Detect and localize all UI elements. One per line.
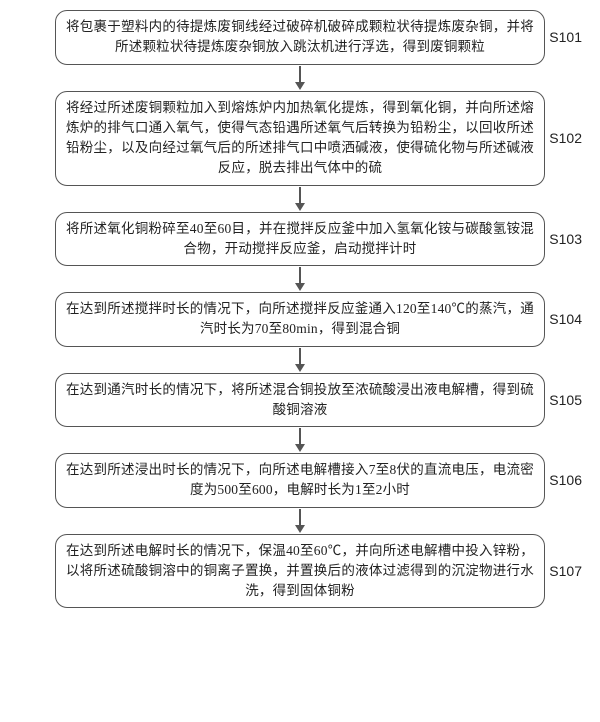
step-label-s102: S102: [549, 130, 582, 146]
step-row: 在达到所述浸出时长的情况下，向所述电解槽接入7至8伏的直流电压，电流密度为500…: [0, 453, 600, 508]
step-row: 将包裹于塑料内的待提炼废铜线经过破碎机破碎成颗粒状待提炼废杂铜，并将所述颗粒状待…: [0, 10, 600, 65]
step-box-s101: 将包裹于塑料内的待提炼废铜线经过破碎机破碎成颗粒状待提炼废杂铜，并将所述颗粒状待…: [55, 10, 545, 65]
arrow-icon: [295, 65, 305, 91]
arrow-icon: [295, 427, 305, 453]
step-label-s103: S103: [549, 231, 582, 247]
step-label-s107: S107: [549, 563, 582, 579]
flowchart: 将包裹于塑料内的待提炼废铜线经过破碎机破碎成颗粒状待提炼废杂铜，并将所述颗粒状待…: [0, 10, 600, 608]
step-row: 将经过所述废铜颗粒加入到熔炼炉内加热氧化提炼，得到氧化铜，并向所述熔炼炉的排气口…: [0, 91, 600, 186]
arrow-icon: [295, 186, 305, 212]
step-label-s105: S105: [549, 392, 582, 408]
step-row: 在达到通汽时长的情况下，将所述混合铜投放至浓硫酸浸出液电解槽，得到硫酸铜溶液 S…: [0, 373, 600, 428]
step-row: 在达到所述电解时长的情况下，保温40至60℃，并向所述电解槽中投入锌粉，以将所述…: [0, 534, 600, 609]
step-label-s106: S106: [549, 472, 582, 488]
step-row: 将所述氧化铜粉碎至40至60目，并在搅拌反应釜中加入氢氧化铵与碳酸氢铵混合物，开…: [0, 212, 600, 267]
step-row: 在达到所述搅拌时长的情况下，向所述搅拌反应釜通入120至140℃的蒸汽，通汽时长…: [0, 292, 600, 347]
step-box-s103: 将所述氧化铜粉碎至40至60目，并在搅拌反应釜中加入氢氧化铵与碳酸氢铵混合物，开…: [55, 212, 545, 267]
step-box-s105: 在达到通汽时长的情况下，将所述混合铜投放至浓硫酸浸出液电解槽，得到硫酸铜溶液: [55, 373, 545, 428]
arrow-icon: [295, 266, 305, 292]
step-box-s107: 在达到所述电解时长的情况下，保温40至60℃，并向所述电解槽中投入锌粉，以将所述…: [55, 534, 545, 609]
arrow-icon: [295, 347, 305, 373]
step-label-s104: S104: [549, 311, 582, 327]
step-box-s106: 在达到所述浸出时长的情况下，向所述电解槽接入7至8伏的直流电压，电流密度为500…: [55, 453, 545, 508]
step-label-s101: S101: [549, 29, 582, 45]
arrow-icon: [295, 508, 305, 534]
step-box-s104: 在达到所述搅拌时长的情况下，向所述搅拌反应釜通入120至140℃的蒸汽，通汽时长…: [55, 292, 545, 347]
step-box-s102: 将经过所述废铜颗粒加入到熔炼炉内加热氧化提炼，得到氧化铜，并向所述熔炼炉的排气口…: [55, 91, 545, 186]
